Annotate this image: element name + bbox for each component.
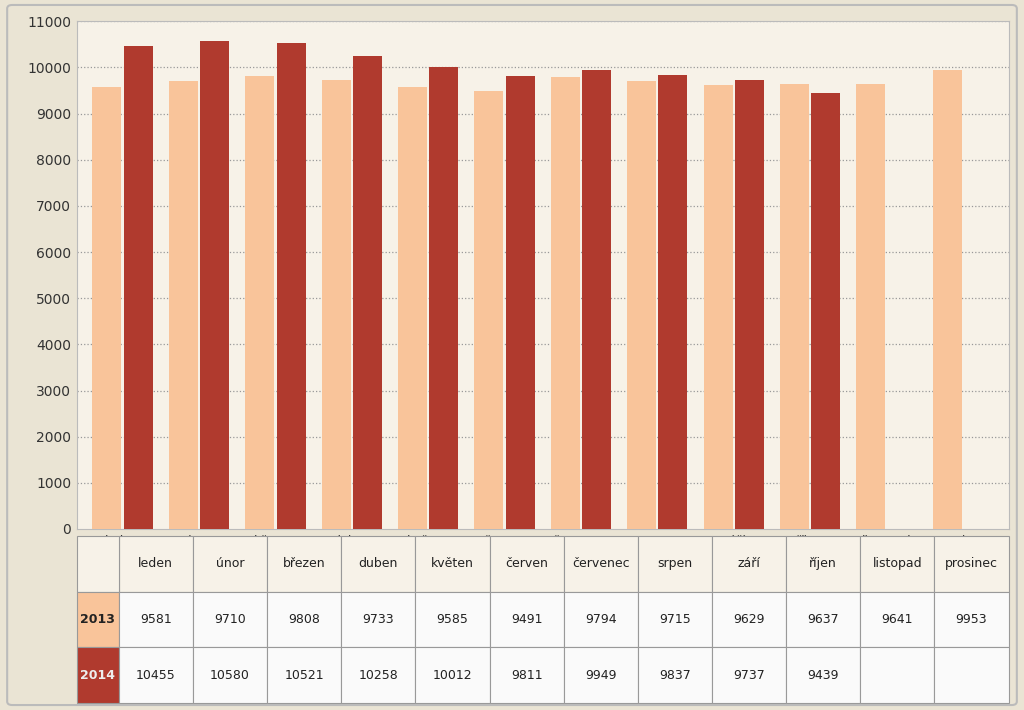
Bar <box>786 648 860 703</box>
Text: říjen: říjen <box>809 557 837 570</box>
Bar <box>398 87 427 529</box>
Text: 9710: 9710 <box>214 613 246 626</box>
Bar <box>638 536 712 591</box>
Bar <box>935 648 1009 703</box>
Bar <box>193 536 267 591</box>
Bar <box>712 536 786 591</box>
Text: 2014: 2014 <box>80 669 116 682</box>
Bar <box>735 80 764 529</box>
Text: září: září <box>737 557 761 570</box>
Bar <box>582 70 611 529</box>
Bar <box>860 591 935 648</box>
Bar <box>119 591 193 648</box>
Bar <box>245 76 274 529</box>
Bar <box>322 80 350 529</box>
Text: únor: únor <box>216 557 244 570</box>
Bar <box>811 93 841 529</box>
Bar <box>935 536 1009 591</box>
Text: 10455: 10455 <box>136 669 176 682</box>
Bar <box>267 536 341 591</box>
Bar <box>77 536 119 591</box>
Bar <box>563 536 638 591</box>
Text: duben: duben <box>358 557 398 570</box>
Bar <box>638 591 712 648</box>
Bar <box>193 648 267 703</box>
Bar <box>267 648 341 703</box>
Text: 9641: 9641 <box>882 613 913 626</box>
Text: srpen: srpen <box>657 557 692 570</box>
Text: červenec: červenec <box>572 557 630 570</box>
Bar <box>416 591 489 648</box>
Text: prosinec: prosinec <box>945 557 998 570</box>
Text: 9629: 9629 <box>733 613 765 626</box>
Text: květen: květen <box>431 557 474 570</box>
Text: 9733: 9733 <box>362 613 394 626</box>
Bar <box>474 91 504 529</box>
Bar <box>169 81 198 529</box>
Bar <box>193 591 267 648</box>
Bar <box>860 648 935 703</box>
Bar <box>124 46 153 529</box>
Bar <box>935 591 1009 648</box>
Bar <box>429 67 459 529</box>
Bar <box>200 40 229 529</box>
Text: 9811: 9811 <box>511 669 543 682</box>
Text: 9737: 9737 <box>733 669 765 682</box>
Text: 10580: 10580 <box>210 669 250 682</box>
Bar <box>341 648 416 703</box>
Text: 9439: 9439 <box>808 669 839 682</box>
Bar <box>856 84 886 529</box>
Text: 9581: 9581 <box>140 613 172 626</box>
Bar <box>267 591 341 648</box>
Bar <box>119 648 193 703</box>
Bar <box>712 648 786 703</box>
Text: 9808: 9808 <box>288 613 321 626</box>
Bar <box>341 536 416 591</box>
Text: 9585: 9585 <box>436 613 468 626</box>
Text: 10258: 10258 <box>358 669 398 682</box>
Text: 9491: 9491 <box>511 613 543 626</box>
Bar <box>703 84 732 529</box>
Text: 9837: 9837 <box>659 669 691 682</box>
Text: červen: červen <box>505 557 548 570</box>
Bar <box>506 76 535 529</box>
Bar <box>353 55 382 529</box>
Bar <box>489 648 563 703</box>
Text: 9715: 9715 <box>659 613 691 626</box>
Bar <box>860 536 935 591</box>
Text: 9953: 9953 <box>955 613 987 626</box>
Bar <box>416 536 489 591</box>
Text: 10012: 10012 <box>432 669 472 682</box>
Bar <box>658 75 687 529</box>
Text: 9637: 9637 <box>808 613 839 626</box>
Bar <box>77 648 119 703</box>
Bar <box>341 591 416 648</box>
Text: 9794: 9794 <box>585 613 616 626</box>
Bar <box>119 536 193 591</box>
Text: listopad: listopad <box>872 557 923 570</box>
Bar <box>780 84 809 529</box>
Text: 9949: 9949 <box>585 669 616 682</box>
Bar <box>638 648 712 703</box>
Text: březen: březen <box>283 557 326 570</box>
Text: 2013: 2013 <box>80 613 116 626</box>
Bar <box>563 591 638 648</box>
Bar <box>489 536 563 591</box>
Bar <box>92 87 122 529</box>
Text: leden: leden <box>138 557 173 570</box>
Text: 10521: 10521 <box>285 669 324 682</box>
Bar <box>712 591 786 648</box>
Bar <box>563 648 638 703</box>
Bar <box>933 70 962 529</box>
Bar <box>77 591 119 648</box>
Bar <box>551 77 580 529</box>
Bar <box>786 591 860 648</box>
Bar <box>276 43 305 529</box>
Bar <box>786 536 860 591</box>
Bar <box>489 591 563 648</box>
Bar <box>416 648 489 703</box>
Bar <box>627 81 656 529</box>
